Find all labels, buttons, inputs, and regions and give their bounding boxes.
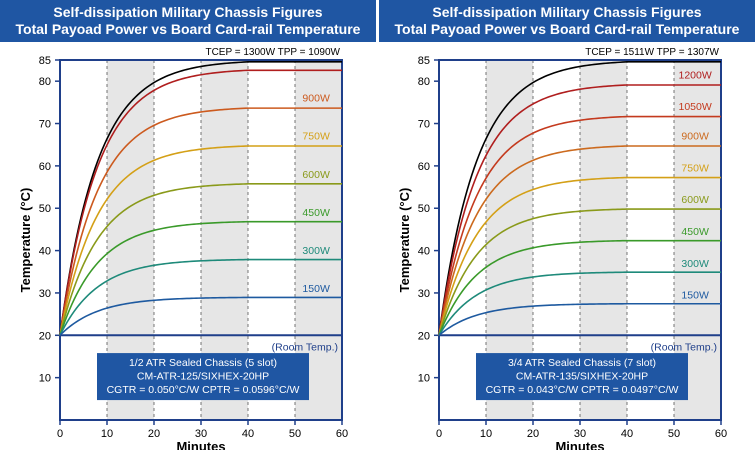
x-tick-label: 10 — [480, 428, 492, 440]
y-tick-label: 20 — [39, 330, 51, 342]
series-line — [438, 84, 721, 336]
x-tick-label: 0 — [57, 428, 63, 440]
x-tick-label: 40 — [621, 428, 633, 440]
series-line — [59, 220, 342, 336]
x-tick-label: 60 — [715, 428, 727, 440]
chart-subtitle: Total Payoad Power vs Board Card-rail Te… — [394, 21, 740, 37]
chart-title: Self-dissipation Military Chassis Figure… — [53, 4, 323, 20]
series-label: 450W — [681, 226, 709, 238]
info-box-line: 1/2 ATR Sealed Chassis (5 slot) — [129, 357, 277, 369]
info-box — [97, 353, 309, 401]
series-label: 900W — [302, 93, 330, 105]
series-line — [438, 145, 721, 336]
y-axis-label: Temperature (°C) — [18, 188, 33, 293]
info-box-line: 3/4 ATR Sealed Chassis (7 slot) — [508, 357, 656, 369]
line-chart: 10 20 30 40 50 60 70 80 85 0 10 20 30 40 50 60 Minutes Te… — [397, 47, 727, 450]
y-tick-label: 40 — [418, 246, 430, 258]
series-line — [438, 61, 721, 336]
info-box-line: CM-ATR-125/SIXHEX-20HP — [137, 371, 269, 383]
chart-panel-right: Self-dissipation Military Chassis Figure… — [379, 0, 755, 450]
series-label: 150W — [302, 283, 330, 295]
x-tick-label: 50 — [668, 428, 680, 440]
line-chart: 10 20 30 40 50 60 70 80 85 0 10 20 30 40 50 60 Minutes Te… — [18, 47, 348, 450]
y-tick-label: 80 — [39, 76, 51, 88]
x-tick-label: 30 — [195, 428, 207, 440]
series-line — [438, 271, 721, 336]
y-tick-label: 10 — [39, 373, 51, 385]
series-line — [59, 183, 342, 336]
x-tick-label: 50 — [289, 428, 301, 440]
y-tick-label: 60 — [39, 161, 51, 173]
series-label: 750W — [681, 162, 709, 174]
x-tick-label: 20 — [148, 428, 160, 440]
series-label: 150W — [681, 290, 709, 302]
x-tick-label: 10 — [101, 428, 113, 440]
series-label: 1050W — [679, 101, 712, 113]
y-tick-label: 50 — [39, 203, 51, 215]
info-box — [476, 353, 688, 401]
series-line — [59, 296, 342, 336]
chart-subtitle: Total Payoad Power vs Board Card-rail Te… — [15, 21, 361, 37]
chart-header: Self-dissipation Military Chassis Figure… — [379, 0, 755, 42]
y-tick-label: 30 — [39, 288, 51, 300]
x-axis-label: Minutes — [176, 439, 225, 450]
y-tick-label: 40 — [39, 246, 51, 258]
x-tick-label: 60 — [336, 428, 348, 440]
x-axis-label: Minutes — [555, 439, 604, 450]
x-tick-label: 20 — [527, 428, 539, 440]
series-line — [59, 258, 342, 336]
series-label: 750W — [302, 131, 330, 143]
y-axis-label: Temperature (°C) — [397, 188, 412, 293]
info-box-line: CGTR = 0.043°C/W CPTR = 0.0497°C/W — [486, 384, 679, 396]
series-line — [59, 69, 342, 336]
y-tick-label: 85 — [418, 55, 430, 67]
y-tick-label: 60 — [418, 161, 430, 173]
x-tick-label: 0 — [436, 428, 442, 440]
y-tick-label: 50 — [418, 203, 430, 215]
series-line — [438, 176, 721, 336]
y-tick-label: 70 — [418, 119, 430, 131]
series-label: 600W — [302, 169, 330, 181]
y-tick-label: 20 — [418, 330, 430, 342]
y-tick-label: 10 — [418, 373, 430, 385]
series-line — [59, 107, 342, 336]
chart-title: Self-dissipation Military Chassis Figure… — [432, 4, 702, 20]
top-note: TCEP = 1511W TPP = 1307W — [585, 47, 719, 58]
series-label: 600W — [681, 194, 709, 206]
series-line — [438, 115, 721, 336]
top-note: TCEP = 1300W TPP = 1090W — [205, 47, 340, 58]
info-box-line: CM-ATR-135/SIXHEX-20HP — [516, 371, 648, 383]
series-line — [59, 61, 342, 336]
series-label: 450W — [302, 207, 330, 219]
y-tick-label: 80 — [418, 76, 430, 88]
chart-panel-left: Self-dissipation Military Chassis Figure… — [0, 0, 376, 450]
chart-header: Self-dissipation Military Chassis Figure… — [0, 0, 376, 42]
series-label: 300W — [302, 245, 330, 257]
series-line — [438, 239, 721, 336]
y-tick-label: 70 — [39, 119, 51, 131]
y-tick-label: 30 — [418, 288, 430, 300]
series-line — [438, 208, 721, 336]
series-label: 1200W — [679, 69, 712, 81]
y-tick-label: 85 — [39, 55, 51, 67]
room-temp-label: (Room Temp.) — [272, 341, 338, 353]
series-line — [59, 145, 342, 336]
info-box-line: CGTR = 0.050°C/W CPTR = 0.0596°C/W — [107, 384, 300, 396]
x-tick-label: 30 — [574, 428, 586, 440]
x-tick-label: 40 — [242, 428, 254, 440]
series-line — [438, 302, 721, 336]
series-label: 900W — [681, 131, 709, 143]
room-temp-label: (Room Temp.) — [651, 341, 717, 353]
series-label: 300W — [681, 258, 709, 270]
